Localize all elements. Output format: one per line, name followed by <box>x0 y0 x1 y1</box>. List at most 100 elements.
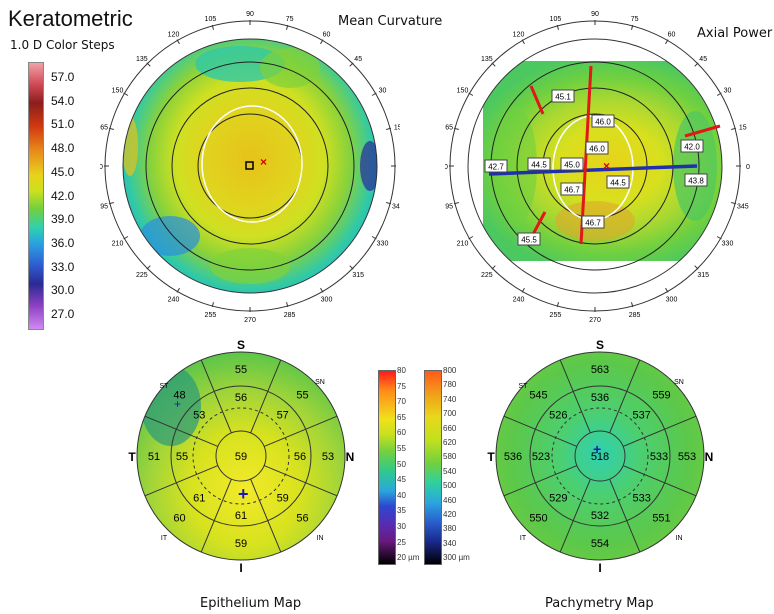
angle-tick <box>695 266 699 270</box>
angle-tick-label: 75 <box>631 16 639 23</box>
sector-value: 554 <box>591 538 609 550</box>
angle-tick-label: 240 <box>513 297 525 304</box>
angle-tick-label: 285 <box>629 312 641 319</box>
epi_scale-label: 65 <box>397 413 406 422</box>
sector-value: 61 <box>235 510 247 522</box>
angle-tick <box>492 266 496 270</box>
angle-tick-label: 30 <box>724 88 732 95</box>
sector-value: 529 <box>549 493 567 505</box>
orientation-label-st: ST <box>519 383 529 390</box>
orientation-label-st: ST <box>160 383 170 390</box>
angle-tick-label: 270 <box>589 317 601 324</box>
mean-curvature-map: × 90756045301503453303153002852702552402… <box>100 6 400 324</box>
angle-tick-label: 300 <box>666 297 678 304</box>
pachy_scale-label: 500 <box>443 481 456 490</box>
sector-value: 533 <box>633 493 651 505</box>
angle-tick <box>147 266 151 270</box>
epithelium-map-title: Epithelium Map <box>200 596 301 611</box>
epi_scale-label: 55 <box>397 444 406 453</box>
sector-value: 536 <box>504 451 522 463</box>
sector-value: 53 <box>193 409 205 421</box>
pachy_scale-label: 300 µm <box>443 553 470 562</box>
pachy_scale-label: 460 <box>443 496 456 505</box>
axial-value-label: 44.5 <box>610 179 626 188</box>
epithelium-map: 5555535659605148 565756596161555359SIT NST… <box>126 336 356 572</box>
kerato-scale-label: 57.0 <box>51 70 74 84</box>
sector-value: 55 <box>296 390 308 402</box>
angle-tick-label: 225 <box>481 272 493 279</box>
angle-tick-label: 345 <box>737 204 749 211</box>
angle-tick-label: 225 <box>136 272 148 279</box>
orientation-label-it: IT <box>161 535 168 542</box>
pachy_scale-label: 780 <box>443 380 456 389</box>
axial-value-label: 45.1 <box>555 93 571 102</box>
sector-value: 563 <box>591 364 609 376</box>
kerato-scale-label: 42.0 <box>51 189 74 203</box>
sector-value: 559 <box>652 390 670 402</box>
epi_scale-label: 30 <box>397 522 406 531</box>
sector-value: 56 <box>294 451 306 463</box>
angle-tick-label: 120 <box>168 32 180 39</box>
sector-value: 550 <box>529 513 547 525</box>
angle-tick-label: 0 <box>746 164 750 171</box>
pachy_scale-label: 620 <box>443 438 456 447</box>
epi_scale-label: 25 <box>397 538 406 547</box>
angle-tick-label: 135 <box>481 56 493 63</box>
sector-value: 56 <box>235 392 247 404</box>
orientation-label-i: I <box>598 561 601 572</box>
angle-tick <box>147 63 151 67</box>
angle-tick-label: 105 <box>550 16 562 23</box>
angle-tick <box>350 63 354 67</box>
epi_scale-label: 50 <box>397 460 406 469</box>
sector-value: 61 <box>193 493 205 505</box>
sector-value: 545 <box>529 390 547 402</box>
epi_scale-label: 45 <box>397 475 406 484</box>
axial-value-label: 46.0 <box>595 118 611 127</box>
axial-value-label: 43.8 <box>688 177 704 186</box>
pachy_scale-label: 740 <box>443 395 456 404</box>
svg-text:+: + <box>593 441 601 457</box>
axial-value-label: 46.7 <box>585 219 601 228</box>
angle-tick-label: 120 <box>513 32 525 39</box>
angle-tick <box>350 266 354 270</box>
svg-text:×: × <box>260 155 267 169</box>
angle-tick-label: 255 <box>550 312 562 319</box>
pachy_scale-label: 700 <box>443 409 456 418</box>
pachymetry-map-title: Pachymetry Map <box>545 596 654 611</box>
angle-tick-label: 150 <box>112 88 124 95</box>
kerato-scale-label: 39.0 <box>51 212 74 226</box>
angle-tick-label: 90 <box>246 11 254 18</box>
angle-tick-label: 240 <box>168 297 180 304</box>
orientation-label-t: T <box>128 450 136 464</box>
angle-tick <box>492 63 496 67</box>
keratometric-color-scale <box>28 62 44 330</box>
sector-value: 57 <box>277 409 289 421</box>
sector-value: 60 <box>173 513 185 525</box>
angle-tick-label: 330 <box>722 241 734 248</box>
axial-value-label: 45.5 <box>521 236 537 245</box>
epi_scale-label: 35 <box>397 506 406 515</box>
angle-tick-label: 150 <box>457 88 469 95</box>
angle-tick-label: 195 <box>445 204 453 211</box>
angle-tick-label: 60 <box>323 32 331 39</box>
axial-value-label: 42.7 <box>488 163 504 172</box>
sector-value: 553 <box>678 451 696 463</box>
pachy_scale-label: 380 <box>443 524 456 533</box>
pachy_scale-label: 340 <box>443 539 456 548</box>
sector-value: 526 <box>549 409 567 421</box>
kerato-scale-label: 30.0 <box>51 283 74 297</box>
kerato-scale-label: 33.0 <box>51 260 74 274</box>
sector-value: 56 <box>296 513 308 525</box>
axial-value-label: 45.0 <box>564 161 580 170</box>
orientation-label-sn: SN <box>315 379 325 386</box>
sector-value: 537 <box>633 409 651 421</box>
angle-tick-label: 330 <box>377 241 389 248</box>
epi_scale-label: 40 <box>397 491 406 500</box>
angle-tick-label: 45 <box>354 56 362 63</box>
sector-value: 523 <box>532 451 550 463</box>
sector-value: 536 <box>591 392 609 404</box>
pachy_scale-label: 800 <box>443 366 456 375</box>
angle-tick-label: 195 <box>100 204 108 211</box>
orientation-label-it: IT <box>520 535 527 542</box>
orientation-label-sn: SN <box>674 379 684 386</box>
